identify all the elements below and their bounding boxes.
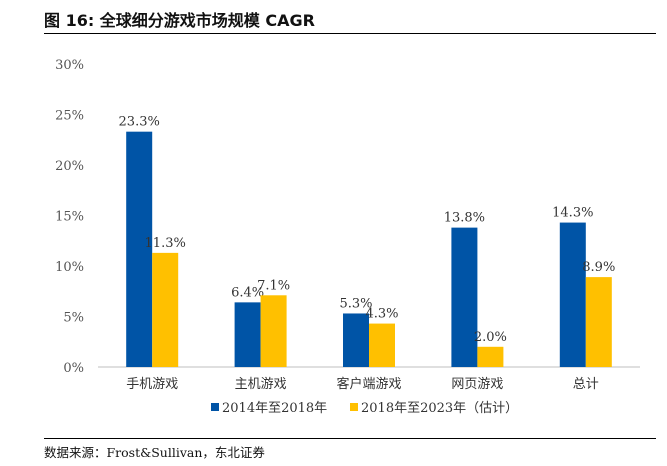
x-tick-label: 网页游戏 [451, 377, 503, 392]
y-tick-label: 25% [55, 109, 84, 124]
legend-swatch [211, 403, 219, 411]
y-tick-label: 0% [63, 361, 84, 376]
source-rule [44, 438, 656, 439]
x-tick-label: 客户端游戏 [336, 376, 401, 392]
bar-series-1 [234, 302, 261, 367]
bar-series-1 [126, 131, 153, 367]
bar-series-2 [477, 346, 504, 367]
y-tick-label: 20% [55, 159, 84, 174]
y-tick-label: 5% [63, 311, 84, 326]
y-tick-label: 15% [55, 210, 84, 225]
legend-label: 2018年至2023年（估计） [361, 401, 518, 416]
data-label: 4.3% [365, 307, 398, 322]
data-label: 2.0% [474, 330, 507, 345]
bar-series-1 [343, 313, 369, 367]
x-tick-label: 总计 [573, 377, 599, 392]
data-label: 13.8% [444, 211, 485, 226]
x-tick-label: 手机游戏 [126, 377, 178, 392]
bar-series-2 [585, 277, 612, 367]
bar-series-2 [152, 252, 179, 367]
figure-title: 图 16: 全球细分游戏市场规模 CAGR [44, 11, 315, 30]
bar-series-1 [451, 227, 478, 367]
data-label: 6.4% [231, 285, 264, 300]
title-rule [44, 33, 656, 34]
legend-swatch [350, 403, 358, 411]
data-label: 8.9% [582, 260, 615, 275]
source-note: 数据来源：Frost&Sullivan，东北证券 [44, 445, 265, 460]
y-tick-label: 30% [55, 58, 84, 73]
data-label: 5.3% [339, 296, 372, 311]
data-label: 14.3% [552, 206, 593, 221]
x-tick-label: 主机游戏 [235, 377, 287, 392]
data-label: 11.3% [145, 236, 186, 251]
y-tick-label: 10% [55, 260, 84, 275]
data-label: 23.3% [119, 115, 160, 130]
bar-chart: 0% 5% 10% 15% 20% 25% 30% 23.3% 11.3% 手机游戏 6.4%7.1… [55, 58, 640, 416]
bar-series-2 [260, 295, 287, 367]
legend-label: 2014年至2018年 [222, 401, 327, 416]
data-label: 7.1% [257, 278, 290, 293]
bar-series-1 [559, 222, 586, 367]
bar-series-2 [369, 323, 395, 367]
